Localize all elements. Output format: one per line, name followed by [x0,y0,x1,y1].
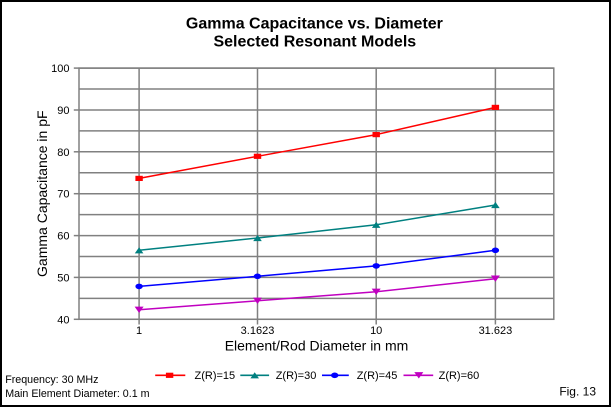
svg-text:Z(R)=30: Z(R)=30 [276,370,317,382]
svg-text:90: 90 [57,105,69,117]
svg-text:Gamma Capacitance vs. Diameter: Gamma Capacitance vs. Diameter [186,15,443,32]
svg-text:1: 1 [136,325,142,337]
svg-text:80: 80 [57,147,69,159]
svg-text:10: 10 [370,325,382,337]
svg-text:40: 40 [57,314,69,326]
svg-text:Selected Resonant Models: Selected Resonant Models [213,34,416,51]
svg-text:Main Element Diameter: 0.1 m: Main Element Diameter: 0.1 m [5,388,149,400]
svg-text:Z(R)=60: Z(R)=60 [439,370,480,382]
svg-text:31.623: 31.623 [479,325,513,337]
svg-text:50: 50 [57,272,69,284]
svg-text:Frequency: 30 MHz: Frequency: 30 MHz [5,374,98,386]
svg-text:Z(R)=15: Z(R)=15 [195,370,236,382]
svg-text:Element/Rod Diameter in mm: Element/Rod Diameter in mm [225,338,409,354]
svg-text:Fig. 13: Fig. 13 [559,384,596,398]
svg-text:100: 100 [51,63,69,75]
svg-text:70: 70 [57,189,69,201]
svg-text:3.1623: 3.1623 [241,325,275,337]
svg-text:60: 60 [57,231,69,243]
svg-text:Gamma Capacitance in pF: Gamma Capacitance in pF [34,110,50,277]
svg-text:Z(R)=45: Z(R)=45 [357,370,398,382]
